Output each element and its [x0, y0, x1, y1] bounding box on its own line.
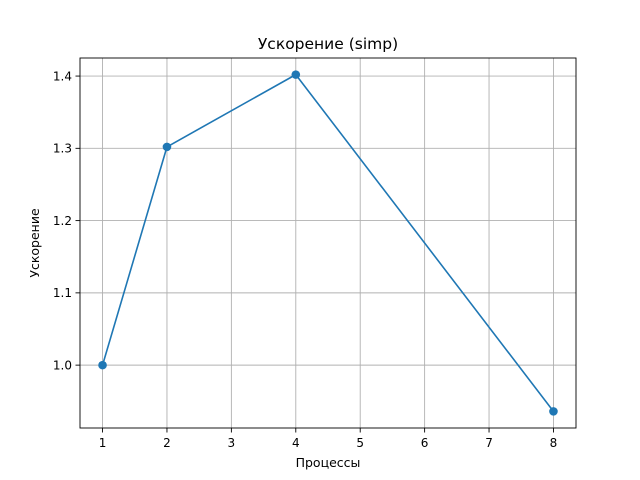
x-tick-label: 2 — [163, 436, 171, 450]
y-tick-label: 1.1 — [53, 286, 72, 300]
series-line — [101, 73, 555, 412]
y-tick-label: 1.3 — [53, 142, 72, 156]
chart-title: Ускорение (simp) — [258, 35, 398, 53]
data-point — [549, 407, 558, 416]
series-layer — [98, 70, 558, 416]
y-tick-label: 1.4 — [53, 69, 72, 83]
x-tick-label: 8 — [550, 436, 558, 450]
y-tick-label: 1.2 — [53, 214, 72, 228]
y-tick-label: 1.0 — [53, 358, 72, 372]
x-tick-label: 4 — [292, 436, 300, 450]
data-point — [162, 142, 172, 152]
x-axis-label: Процессы — [296, 455, 361, 470]
x-tick-label: 3 — [228, 436, 236, 450]
y-axis-label: Ускорение — [27, 208, 42, 278]
plot-area-frame — [79, 57, 577, 429]
data-point — [98, 360, 107, 370]
data-point — [291, 70, 301, 79]
ticks: 1 2 3 4 5 6 7 8 1.0 1.1 1.2 1.3 1.4 — [53, 69, 557, 450]
x-tick-label: 1 — [99, 436, 107, 450]
x-tick-label: 5 — [356, 436, 364, 450]
x-tick-label: 7 — [485, 436, 493, 450]
x-tick-label: 6 — [421, 436, 429, 450]
